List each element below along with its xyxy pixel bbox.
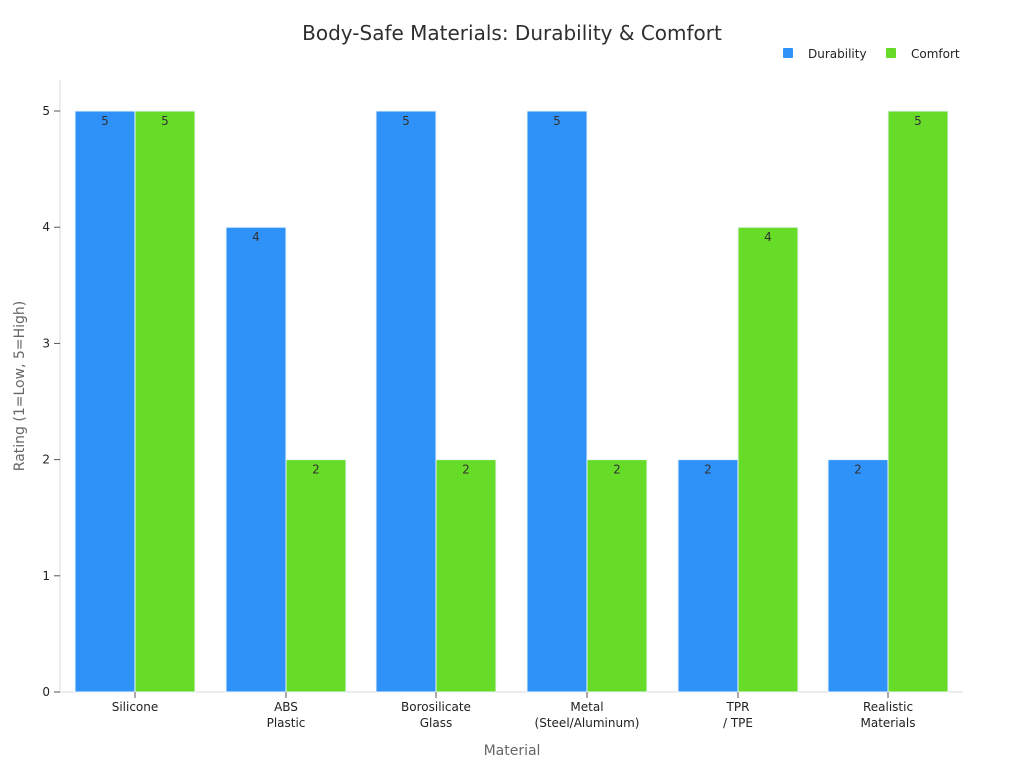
durability-value-label: 4: [252, 230, 260, 244]
comfort-value-label: 2: [613, 463, 621, 477]
x-tick-label-line: Metal: [570, 700, 603, 714]
comfort-bar: [737, 226, 799, 693]
comfort-value-label: 4: [764, 230, 772, 244]
x-tick-label-line: ABS: [274, 700, 298, 714]
x-tick-label: Silicone: [112, 700, 159, 714]
x-tick-label: Metal (Steel/Aluminum): [535, 700, 640, 730]
legend-swatch-comfort: [886, 48, 896, 58]
comfort-bar: [887, 110, 949, 693]
chart-axes: [59, 80, 963, 693]
durability-bar: [827, 459, 889, 693]
comfort-value-label: 5: [914, 114, 922, 128]
x-tick-label: Realistic Materials: [860, 700, 915, 730]
legend-label-durability: Durability: [808, 47, 867, 61]
durability-value-label: 5: [553, 114, 561, 128]
x-tick-label: ABS Plastic: [267, 700, 306, 730]
comfort-bar: [285, 459, 347, 693]
durability-bar: [677, 459, 739, 693]
x-tick-label: Borosilicate Glass: [401, 700, 471, 730]
y-tick-label: 4: [42, 220, 50, 234]
y-tick-label: 0: [42, 685, 50, 699]
x-tick-label-line: Glass: [420, 716, 453, 730]
x-tick-label-line: (Steel/Aluminum): [535, 716, 640, 730]
x-axis-ticks: Silicone ABS Plastic Borosilicate Glass Metal…: [112, 692, 916, 730]
chart-legend: Durability Comfort: [783, 47, 960, 61]
y-axis-title-wrap: Rating (1=Low, 5=High): [12, 301, 28, 471]
x-tick-label-line: / TPE: [723, 716, 753, 730]
legend-label-comfort: Comfort: [911, 47, 960, 61]
x-tick-label-line: Materials: [860, 716, 915, 730]
durability-bar: [526, 110, 588, 693]
durability-value-label: 5: [101, 114, 109, 128]
y-tick-label: 3: [42, 336, 50, 350]
comfort-value-label: 2: [312, 463, 320, 477]
legend-swatch-durability: [783, 48, 793, 58]
durability-bar: [74, 110, 136, 693]
durability-value-label: 5: [402, 114, 410, 128]
y-tick-label: 5: [42, 104, 50, 118]
chart-bars: [74, 110, 949, 693]
comfort-value-label: 2: [462, 463, 470, 477]
durability-value-label: 2: [854, 463, 862, 477]
x-tick-label-line: Realistic: [863, 700, 913, 714]
comfort-bar: [435, 459, 497, 693]
x-tick-label-line: Borosilicate: [401, 700, 471, 714]
comfort-value-label: 5: [161, 114, 169, 128]
durability-bar: [375, 110, 437, 693]
comfort-bar: [586, 459, 648, 693]
x-tick-label-line: Plastic: [267, 716, 306, 730]
y-tick-label: 2: [42, 453, 50, 467]
x-tick-label-line: Silicone: [112, 700, 159, 714]
y-axis-ticks: 0 1 2 3 4 5: [42, 104, 60, 699]
chart-title: Body-Safe Materials: Durability & Comfor…: [302, 21, 722, 45]
comfort-bar: [134, 110, 196, 693]
chart-data-labels: 5 4 5 5 2 2 5 2 2 2 4 5: [101, 114, 922, 477]
durability-bar: [225, 226, 287, 693]
x-tick-label-line: TPR: [726, 700, 750, 714]
x-axis-title: Material: [484, 743, 541, 759]
durability-value-label: 2: [704, 463, 712, 477]
y-axis-title: Rating (1=Low, 5=High): [12, 301, 28, 471]
y-tick-label: 1: [42, 569, 50, 583]
x-tick-label: TPR / TPE: [723, 700, 753, 730]
